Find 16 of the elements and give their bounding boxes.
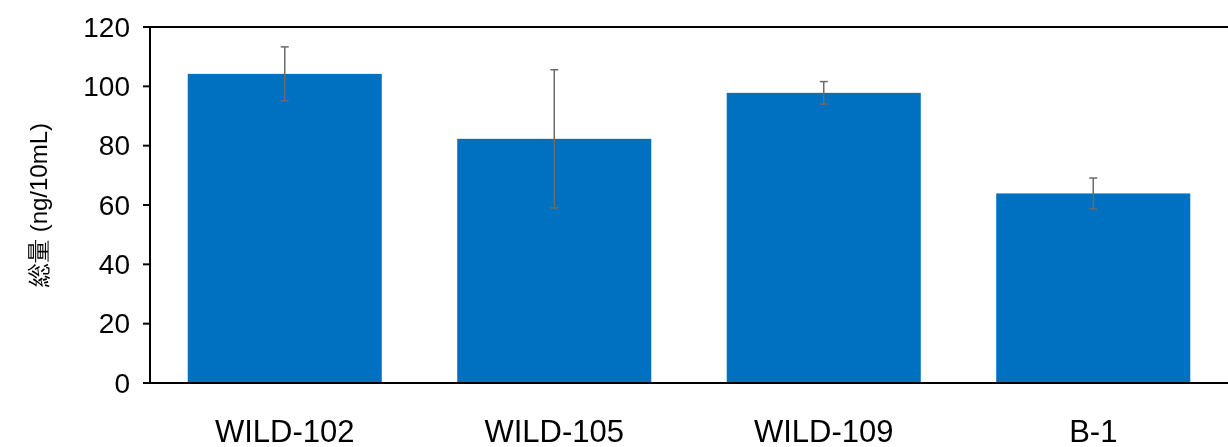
y-tick-label: 60	[98, 189, 130, 221]
bar	[457, 138, 652, 383]
x-tick-label: WILD-109	[753, 413, 894, 447]
x-tick-label: B-1	[1069, 413, 1118, 447]
bar	[187, 73, 382, 383]
y-tick-label: 120	[83, 11, 130, 43]
x-tick-label: WILD-105	[484, 413, 625, 447]
y-tick-label: 20	[98, 308, 130, 340]
bar	[726, 92, 921, 383]
y-axis-title: 総量 (ng/10mL)	[24, 122, 52, 289]
y-tick-label: 40	[98, 248, 130, 280]
bar	[996, 193, 1191, 383]
y-tick-label: 80	[98, 130, 130, 162]
x-tick-label: WILD-102	[214, 413, 355, 447]
y-tick-label: 0	[114, 367, 130, 399]
y-tick-label: 100	[83, 70, 130, 102]
